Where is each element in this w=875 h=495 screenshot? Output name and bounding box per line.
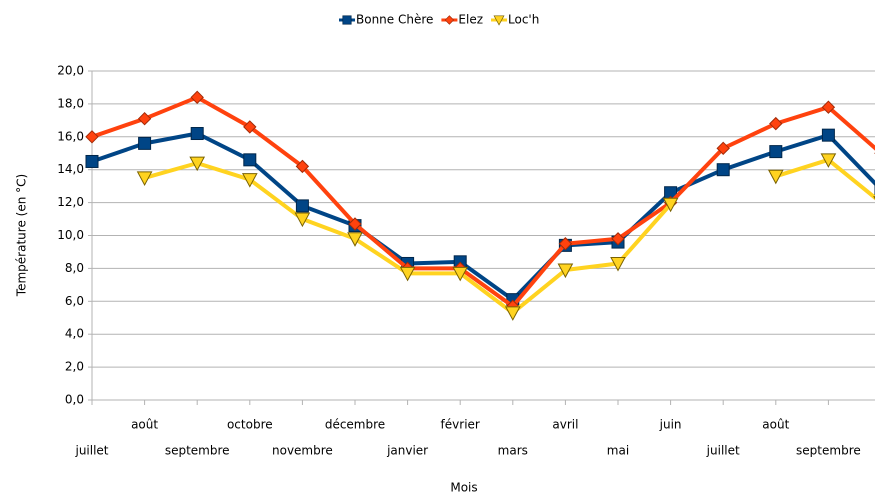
marker — [85, 154, 99, 168]
x-tick-label: septembre — [165, 444, 230, 458]
x-tick-label: juin — [659, 418, 682, 432]
x-tick-label: mars — [498, 444, 528, 458]
marker — [452, 266, 469, 282]
marker — [716, 141, 730, 156]
series-line — [91, 95, 875, 309]
marker — [295, 159, 310, 174]
series-line — [144, 157, 875, 315]
y-axis-title: Température (en °C) — [15, 174, 29, 297]
marker — [767, 169, 784, 185]
marker — [444, 15, 455, 25]
marker — [85, 130, 99, 144]
y-tick-label: 6,0 — [65, 294, 84, 308]
marker — [294, 212, 311, 228]
series-line — [91, 131, 875, 302]
x-tick-label: octobre — [227, 418, 273, 432]
x-tick-label: août — [762, 418, 789, 432]
marker — [190, 127, 204, 141]
marker — [821, 100, 836, 114]
x-tick-label: juillet — [706, 444, 740, 458]
marker — [820, 153, 837, 168]
marker — [347, 232, 363, 247]
marker — [769, 145, 783, 159]
marker — [716, 163, 730, 177]
marker — [136, 171, 153, 186]
legend: Bonne Chère Elez Loc'h — [339, 13, 539, 27]
marker — [611, 232, 625, 246]
marker — [662, 197, 679, 213]
y-tick-label: 12,0 — [57, 195, 84, 209]
y-tick-label: 16,0 — [57, 129, 84, 143]
marker — [348, 217, 362, 231]
marker — [821, 128, 835, 142]
x-tick-label: novembre — [272, 444, 333, 458]
marker — [610, 256, 626, 272]
marker — [137, 111, 152, 126]
marker — [138, 136, 152, 150]
marker — [243, 153, 257, 167]
y-tick-label: 2,0 — [65, 360, 84, 374]
y-tick-label: 8,0 — [65, 261, 84, 275]
y-tick-label: 10,0 — [57, 228, 84, 242]
y-tick-label: 18,0 — [57, 96, 84, 110]
y-tick-label: 4,0 — [65, 327, 84, 341]
marker — [190, 90, 204, 105]
marker — [399, 266, 416, 282]
legend-label: Elez — [458, 13, 483, 27]
marker — [342, 15, 352, 25]
x-axis-title: Mois — [450, 481, 477, 495]
marker — [557, 263, 574, 279]
y-tick-label: 0,0 — [65, 393, 84, 407]
marker — [558, 237, 573, 251]
marker — [189, 156, 206, 172]
y-tick-label: 14,0 — [57, 162, 84, 176]
marker — [504, 306, 521, 321]
legend-label: Loc'h — [508, 13, 539, 27]
x-tick-label: mai — [607, 444, 629, 458]
x-tick-label: janvier — [386, 444, 428, 458]
marker — [769, 116, 783, 131]
marker — [295, 199, 309, 213]
x-tick-label: juillet — [74, 444, 108, 458]
legend-label: Bonne Chère — [356, 13, 433, 27]
marker — [493, 15, 505, 26]
x-tick-label: avril — [552, 418, 578, 432]
x-tick-label: décembre — [325, 418, 385, 432]
x-tick-label: août — [131, 418, 158, 432]
marker — [241, 173, 258, 188]
x-tick-label: septembre — [796, 444, 861, 458]
y-tick-label: 20,0 — [57, 64, 84, 78]
marker — [243, 120, 257, 134]
x-tick-label: février — [441, 418, 480, 432]
